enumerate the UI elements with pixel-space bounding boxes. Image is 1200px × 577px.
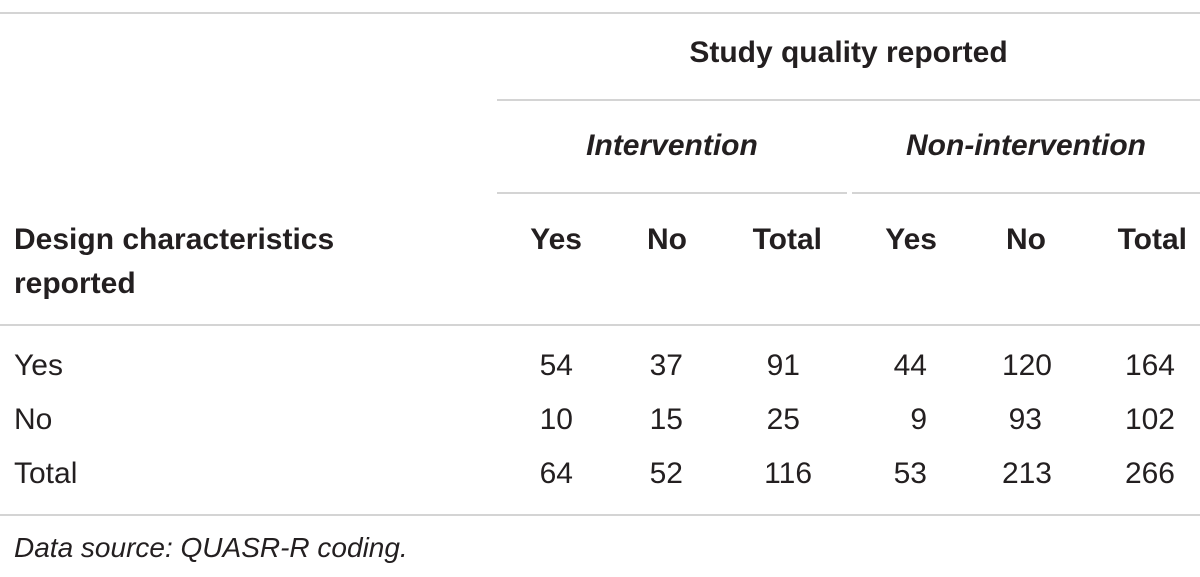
table-cell: 52 <box>649 457 683 490</box>
table-cell: 64 <box>539 457 573 490</box>
table-bottom-rule <box>0 514 1200 516</box>
group-header-non-intervention: Non-intervention <box>906 129 1146 162</box>
row-label: No <box>14 403 53 436</box>
table-cell: 213 <box>1001 457 1052 490</box>
non-intervention-group-rule <box>852 192 1200 194</box>
super-header-rule <box>497 99 1200 101</box>
top-rule <box>0 12 1200 14</box>
table-cell: 25 <box>766 403 800 436</box>
footnote: Data source: QUASR-R coding. <box>14 532 408 563</box>
column-header-intervention-no: No <box>647 223 687 256</box>
row-header-label-line2: reported <box>14 267 136 300</box>
column-header-non-intervention-yes: Yes <box>885 223 937 256</box>
row-label: Yes <box>14 349 63 382</box>
table-cell: 164 <box>1124 349 1175 382</box>
table-cell: 10 <box>539 403 573 436</box>
table-cell: 91 <box>766 349 800 382</box>
table-cell: 15 <box>649 403 683 436</box>
column-header-intervention-total: Total <box>752 223 822 256</box>
table-cell: 9 <box>910 403 927 436</box>
column-header-non-intervention-no: No <box>1006 223 1046 256</box>
row-label: Total <box>14 457 78 490</box>
table-cell: 93 <box>1008 403 1042 436</box>
table-cell: 54 <box>539 349 573 382</box>
table-cell: 102 <box>1124 403 1175 436</box>
column-header-non-intervention-total: Total <box>1117 223 1187 256</box>
table-cell: 44 <box>893 349 927 382</box>
table-cell: 120 <box>1001 349 1052 382</box>
table-cell: 266 <box>1124 457 1175 490</box>
header-bottom-rule <box>0 324 1200 326</box>
table-cell: 37 <box>649 349 683 382</box>
row-header-label-line1: Design characteristics <box>14 223 335 256</box>
group-header-intervention: Intervention <box>586 129 758 162</box>
column-header-intervention-yes: Yes <box>530 223 582 256</box>
table-cell: 53 <box>893 457 927 490</box>
intervention-group-rule <box>497 192 847 194</box>
super-header: Study quality reported <box>689 36 1008 69</box>
table-cell: 116 <box>764 457 812 490</box>
